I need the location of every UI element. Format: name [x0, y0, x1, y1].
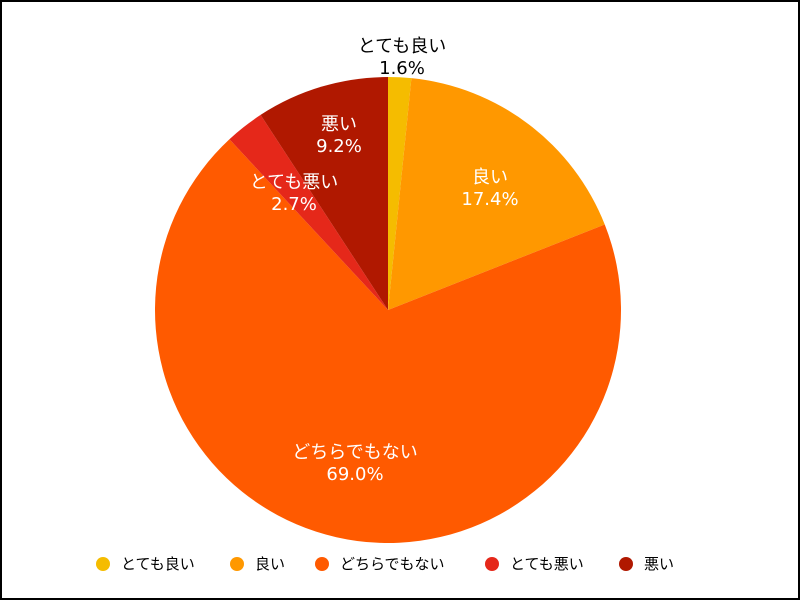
legend: とても良い 良い どちらでもない とても悪い 悪い	[96, 555, 674, 573]
legend-swatch	[230, 557, 244, 571]
legend-swatch	[485, 557, 499, 571]
legend-label: 良い	[255, 555, 285, 573]
slice-label-value: 1.6%	[379, 58, 425, 79]
slice-label-value: 2.7%	[271, 194, 317, 215]
pie-slice-4	[229, 114, 388, 311]
legend-swatch	[96, 557, 110, 571]
pie-slices	[155, 77, 622, 543]
slice-label-name: とても良い	[358, 36, 447, 57]
slice-label-value: 17.4%	[461, 189, 518, 210]
legend-swatch	[619, 557, 633, 571]
slice-label-name: どちらでもない	[292, 442, 417, 463]
slice-label-value: 9.2%	[316, 136, 362, 157]
slice-label-name: とても悪い	[250, 172, 339, 193]
slice-label-value: 69.0%	[326, 464, 383, 485]
legend-label: 悪い	[644, 555, 674, 573]
legend-label: とても悪い	[510, 555, 584, 573]
pie-slice-3	[155, 139, 622, 543]
slice-label-name: 悪い	[321, 114, 357, 135]
slice-label-name: 良い	[472, 167, 508, 188]
pie-slice-1	[388, 77, 412, 310]
pie-slice-2	[388, 78, 605, 310]
legend-label: どちらでもない	[340, 555, 445, 573]
legend-swatch	[315, 557, 329, 571]
legend-label: とても良い	[121, 555, 195, 573]
pie-slice-5	[260, 77, 388, 310]
